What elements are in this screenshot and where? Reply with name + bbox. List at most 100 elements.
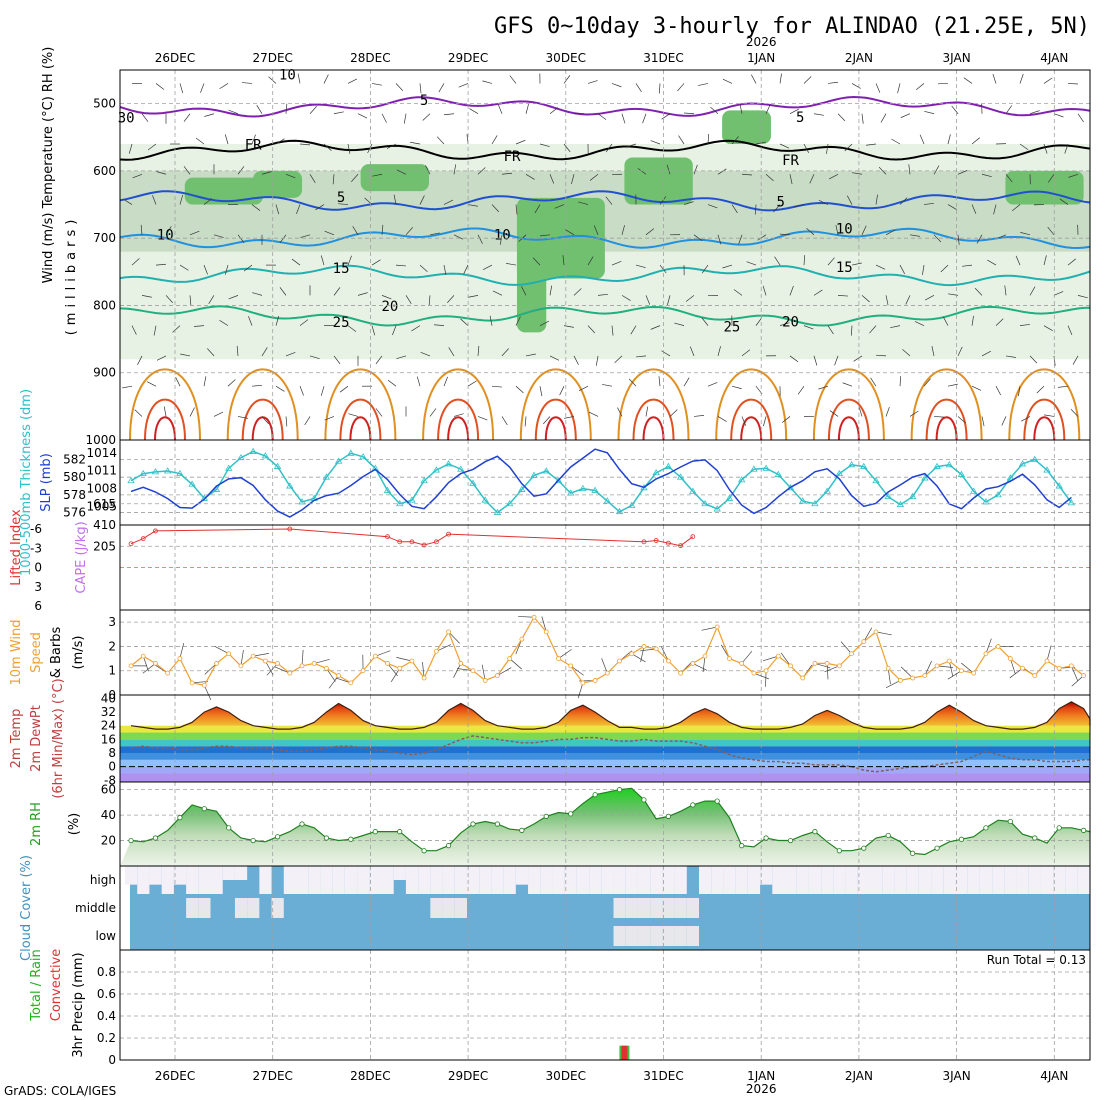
rh-point (690, 802, 696, 808)
wind-barb (375, 650, 391, 657)
rh-point (421, 848, 427, 854)
cloud-high-gap (161, 866, 174, 894)
wind-barb (153, 325, 157, 336)
cloud-high-gap (198, 866, 211, 894)
thickness-point (1006, 474, 1015, 481)
wind-barb (396, 657, 413, 662)
wind-barb (403, 113, 407, 124)
wind-barb (908, 164, 911, 175)
wind-barb (357, 113, 368, 119)
cloud-high-gap (906, 866, 919, 894)
rh-tick-label: 60 (101, 783, 116, 797)
thickness-point (225, 464, 233, 471)
wind-barb (829, 173, 839, 180)
wind-barb (774, 256, 781, 266)
day-tick-label: 30DEC (546, 51, 586, 65)
wind-barb (925, 295, 935, 301)
wind-speed-point (287, 670, 293, 676)
wind-barb (899, 264, 906, 275)
cloud-middle-gap (662, 898, 675, 918)
wind-barb (386, 143, 397, 149)
wind-barb (781, 416, 791, 423)
thickness-point (530, 471, 538, 478)
cloud-high-gap (344, 866, 358, 894)
wind-barb (992, 73, 997, 84)
thickness-point (139, 469, 147, 477)
wind-barb (499, 234, 503, 245)
cloud-low-gap (650, 926, 663, 946)
cloud-middle-gap (454, 898, 467, 918)
wind-barb (885, 406, 890, 417)
wind-barb (333, 287, 341, 296)
rh-point (543, 813, 549, 819)
thickness-tick-label: 580 (63, 470, 86, 484)
isotherm-30 (1023, 398, 1066, 441)
thickness-point (762, 464, 770, 471)
thickness-point (737, 476, 746, 483)
profile-ylabel: Wind (m/s) Temperature (°C) RH (%) (41, 47, 56, 284)
pressure-tick-label: 900 (93, 366, 116, 380)
profile-panel: FR FR FR 5 5 5 5 10 10 10 15 15 20 20 25 25 30 10 500 600 70… (41, 47, 1091, 447)
wind-speed-point (214, 661, 219, 666)
wind-barb (563, 143, 571, 153)
wind-barb (827, 325, 834, 335)
wind-barb (789, 108, 799, 115)
wind-barb (1070, 409, 1079, 417)
thickness-point (664, 462, 673, 469)
thickness-point (261, 452, 270, 459)
temp-band (120, 759, 1090, 767)
cloud-high-gap (967, 866, 980, 894)
wind-speed-point (348, 680, 354, 686)
rh-tick-label: 40 (101, 808, 116, 822)
wind-barb (741, 349, 751, 357)
wind-barb (885, 229, 895, 236)
wind-speed-point (946, 658, 952, 664)
thickness-point (908, 492, 917, 500)
wind-barb (1043, 255, 1047, 266)
wind-barb (692, 663, 708, 671)
wind-barb (347, 325, 357, 332)
wind-barb (457, 668, 474, 672)
cloud-high-gap (613, 866, 626, 894)
thickness-point (286, 482, 294, 489)
wind-barb (429, 408, 437, 417)
wind-barb (155, 263, 166, 266)
isotherm-35 (251, 416, 274, 441)
wind-barb (605, 196, 613, 205)
isotherm-label: 20 (782, 314, 799, 330)
wind-barb (509, 75, 517, 84)
precip-tick-label: 0 (108, 1053, 116, 1067)
cloud-high-gap (528, 866, 541, 894)
wind-barb (448, 631, 460, 644)
wind-barb (1018, 386, 1021, 397)
precip-ylabel: Total / Rain (29, 949, 44, 1022)
wind-barb (869, 325, 877, 334)
wind-barb (693, 415, 704, 417)
wind-barb (390, 668, 401, 683)
thickness-point (396, 499, 404, 507)
wind-barb (501, 348, 509, 357)
rh-cell (624, 157, 693, 205)
wind-barb (924, 660, 932, 676)
wind-barb (861, 225, 867, 235)
wind-barb (256, 105, 263, 114)
wind-barb (678, 135, 685, 145)
wind-barb (285, 173, 296, 179)
cloud-high-gap (845, 866, 858, 894)
wind-barb (419, 83, 422, 94)
wind-speed-point (433, 648, 439, 654)
wind-barb (122, 385, 133, 389)
wind-barb (947, 670, 962, 680)
cloud-middle-gap (186, 898, 199, 918)
wind-speed-point (324, 665, 329, 671)
wind-barb (834, 355, 839, 366)
cloud-high-gap (979, 866, 993, 894)
temp-fill (120, 701, 1090, 726)
precip-frame (119, 949, 1091, 1061)
wind-barb (453, 234, 464, 240)
rh-point (568, 811, 574, 817)
temp-tick-label: 40 (101, 691, 116, 705)
wind-barb (228, 109, 239, 115)
li-point (140, 536, 146, 542)
wind-barb (947, 204, 957, 210)
